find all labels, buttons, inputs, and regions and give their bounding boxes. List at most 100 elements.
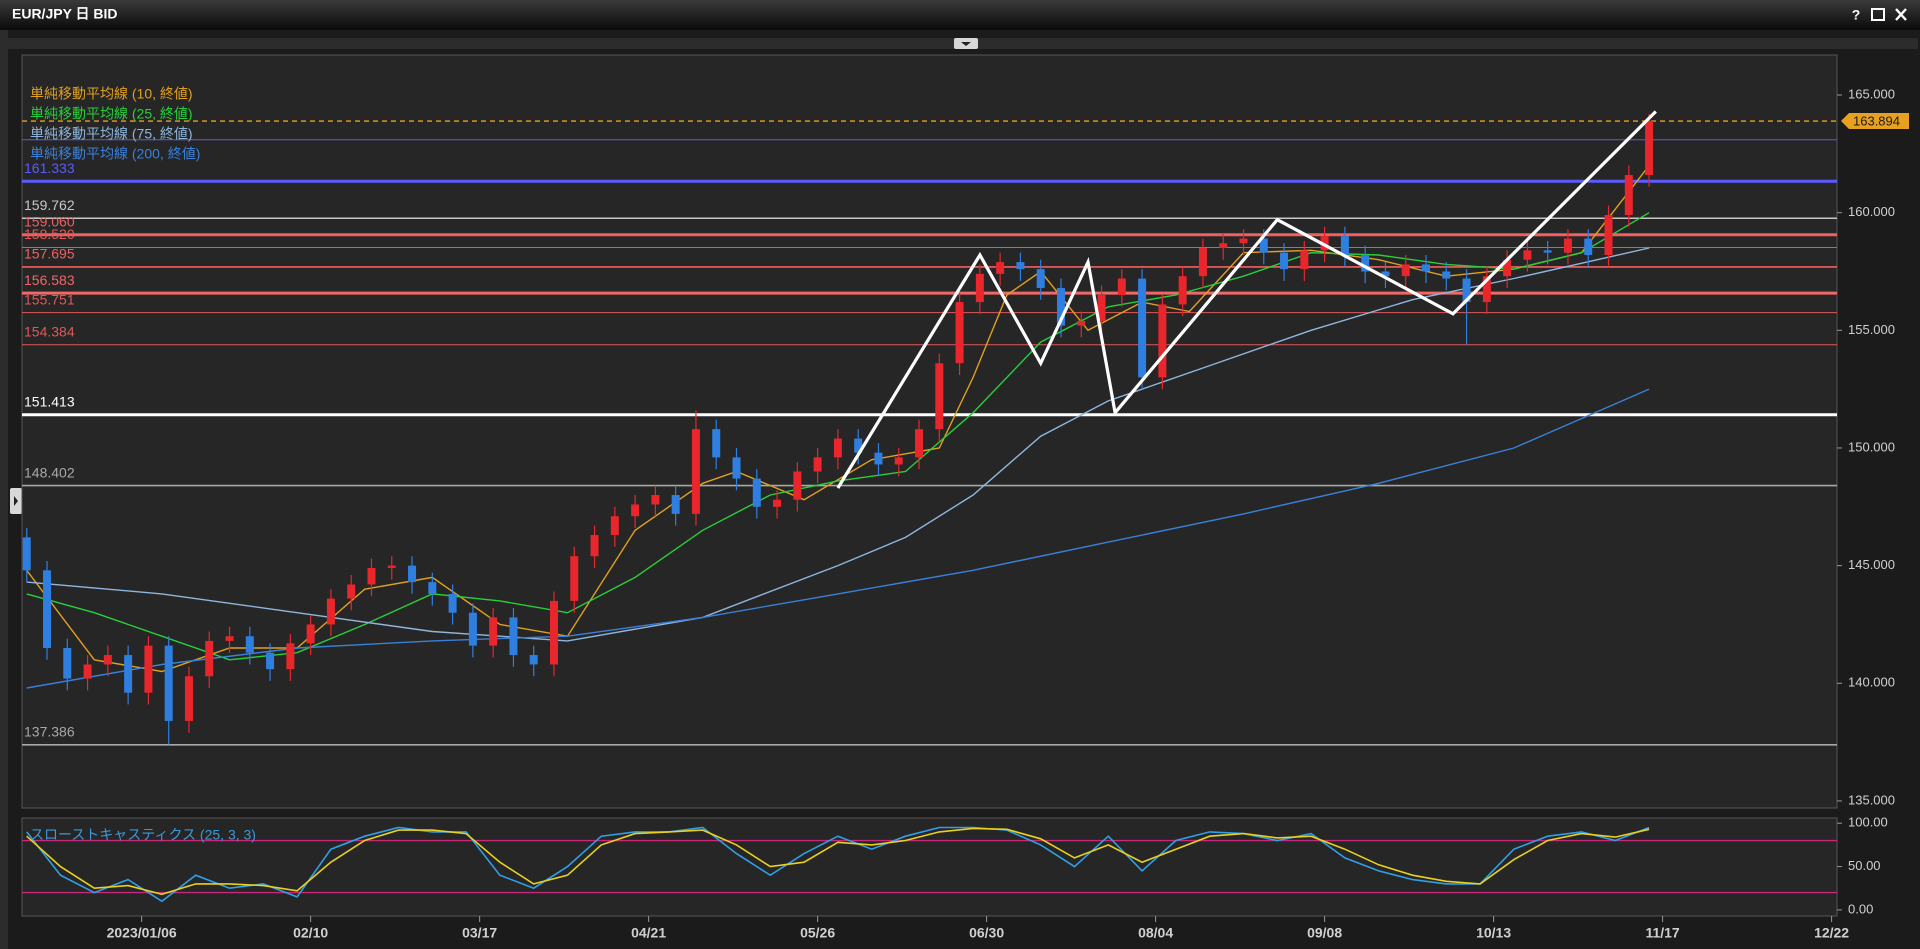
indicator-title: スローストキャスティクス (25, 3, 3) xyxy=(30,827,256,843)
candle-body xyxy=(1624,175,1633,216)
candle-body xyxy=(1300,250,1309,270)
level-label: 159.762 xyxy=(24,197,75,213)
candle-body xyxy=(225,636,234,641)
candle-body xyxy=(286,643,295,670)
x-tick-label: 06/30 xyxy=(969,925,1004,941)
candle-body xyxy=(773,499,782,507)
maximize-button[interactable] xyxy=(1871,8,1885,21)
y-tick-label: 145.000 xyxy=(1848,557,1895,572)
candle-body xyxy=(1543,250,1552,253)
candle-body xyxy=(1340,236,1349,256)
y-tick-label: 160.000 xyxy=(1848,204,1895,219)
candle-body xyxy=(996,262,1005,274)
x-tick-label: 10/13 xyxy=(1476,925,1511,941)
candle-body xyxy=(549,600,558,665)
candle-body xyxy=(1259,238,1268,253)
candle-body xyxy=(1056,287,1065,326)
level-label: 161.333 xyxy=(24,160,75,176)
x-tick-label: 05/26 xyxy=(800,925,835,941)
candle-body xyxy=(164,645,173,721)
candle-body xyxy=(1604,215,1613,256)
candle-body xyxy=(793,471,802,500)
candle-body xyxy=(1280,252,1289,270)
y-tick-label: 0.00 xyxy=(1848,901,1873,916)
candle-body xyxy=(1422,264,1431,272)
candle-body xyxy=(448,593,457,613)
candle-body xyxy=(1016,262,1025,270)
x-tick-label: 08/04 xyxy=(1138,925,1173,941)
moving-average-line xyxy=(26,212,1650,661)
candle-body xyxy=(428,582,437,594)
trendline xyxy=(836,110,1657,489)
candle-body xyxy=(732,457,741,479)
price-tag xyxy=(1841,113,1909,130)
x-tick-label: 03/17 xyxy=(462,925,497,941)
candle-body xyxy=(489,617,498,646)
candle-body xyxy=(935,363,944,430)
candle-body xyxy=(509,617,518,656)
candle-body xyxy=(1503,259,1512,277)
candle-body xyxy=(326,598,335,625)
candle-body xyxy=(387,565,396,568)
x-tick-label: 12/22 xyxy=(1814,925,1849,941)
candle-body xyxy=(651,495,660,505)
price-panel xyxy=(21,54,1838,809)
y-tick-label: 135.000 xyxy=(1848,792,1895,807)
candle-body xyxy=(22,537,31,571)
y-tick-label: 100.00 xyxy=(1848,815,1888,830)
stochastic-line xyxy=(26,826,1650,903)
candle-body xyxy=(1584,238,1593,256)
close-button[interactable] xyxy=(1895,8,1907,21)
candle-body xyxy=(1361,255,1370,272)
candle-body xyxy=(1239,238,1248,244)
x-tick-label: 09/08 xyxy=(1307,925,1342,941)
candle-body xyxy=(144,645,153,693)
candle-body xyxy=(124,655,133,693)
candle-body xyxy=(306,624,315,644)
candle-body xyxy=(1036,269,1045,288)
candle-body xyxy=(854,438,863,453)
y-tick-label: 140.000 xyxy=(1848,675,1895,690)
candle-body xyxy=(915,429,924,458)
candle-body xyxy=(1462,278,1471,303)
candle-body xyxy=(1178,276,1187,305)
window-title: EUR/JPY 日 BID xyxy=(12,6,118,22)
candle-body xyxy=(691,429,700,514)
stochastic-panel xyxy=(21,817,1838,917)
help-button[interactable]: ? xyxy=(1852,7,1861,23)
candle-body xyxy=(1381,271,1390,277)
candle-body xyxy=(1117,278,1126,296)
candle-body xyxy=(43,570,52,648)
candle-body xyxy=(1645,120,1654,176)
candle-body xyxy=(1138,278,1147,378)
candle-body xyxy=(266,652,275,670)
candle-body xyxy=(1198,247,1207,277)
candle-body xyxy=(83,664,92,679)
legend-entry: 単純移動平均線 (10, 終値) xyxy=(30,86,193,102)
stochastic-line xyxy=(26,827,1650,896)
candle-body xyxy=(671,495,680,514)
candle-body xyxy=(1401,264,1410,277)
y-tick-label: 155.000 xyxy=(1848,322,1895,337)
candle-body xyxy=(590,535,599,557)
x-tick-label: 04/21 xyxy=(631,925,666,941)
side-panel-icon xyxy=(14,496,18,506)
candle-body xyxy=(1158,304,1167,378)
moving-average-line xyxy=(26,247,1650,642)
candle-body xyxy=(1097,295,1106,321)
collapse-icon xyxy=(961,42,971,46)
candle-body xyxy=(1077,320,1086,326)
candle-body xyxy=(975,273,984,303)
x-tick-label: 11/17 xyxy=(1645,925,1679,941)
level-label: 148.402 xyxy=(24,464,75,480)
level-label: 158.520 xyxy=(24,226,75,242)
candle-body xyxy=(205,640,214,677)
candle-body xyxy=(1442,271,1451,279)
candle-body xyxy=(894,457,903,465)
y-tick-label: 165.000 xyxy=(1848,86,1895,101)
candle-body xyxy=(1219,243,1228,248)
candle-body xyxy=(63,647,72,679)
y-tick-label: 150.000 xyxy=(1848,439,1895,454)
candle-body xyxy=(1563,238,1572,253)
